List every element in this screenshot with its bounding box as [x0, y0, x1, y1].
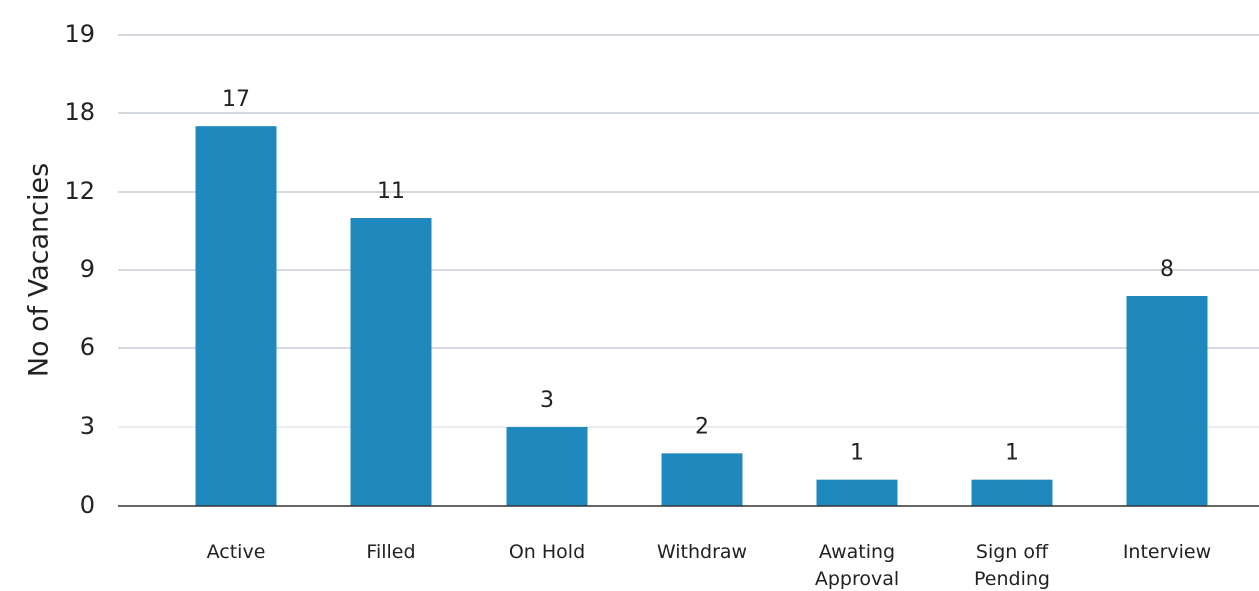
y-tick-label: 0 [80, 491, 95, 519]
x-category-label: Awating Approval [815, 541, 899, 590]
data-label: 17 [222, 87, 250, 112]
x-category-label: Sign off Pending [974, 541, 1050, 590]
x-category-label: Active [207, 541, 266, 563]
data-label: 3 [540, 388, 554, 413]
bar-filled [350, 218, 432, 506]
x-axis-categories: Active Filled On Hold Withdraw Awating Approv… [207, 541, 1212, 590]
x-category-label: Interview [1123, 541, 1211, 563]
x-category-label: Filled [366, 541, 415, 563]
data-label: 11 [377, 179, 405, 204]
bar-sign-off-pending [971, 479, 1053, 506]
y-tick-label: 6 [80, 333, 95, 361]
data-label: 8 [1160, 257, 1174, 282]
bar-withdraw [661, 453, 743, 506]
y-tick-label: 19 [64, 20, 95, 48]
y-axis-title: No of Vacancies [24, 163, 55, 377]
bar-on-hold [506, 427, 588, 506]
x-category-label: Withdraw [657, 541, 747, 563]
data-label: 1 [1005, 441, 1019, 466]
data-label: 1 [850, 441, 864, 466]
y-axis-ticks: 0 3 6 9 12 18 19 [64, 20, 95, 519]
y-tick-label: 12 [64, 177, 95, 205]
gridlines [118, 34, 1259, 428]
bar-active [195, 126, 277, 507]
bar-interview [1126, 296, 1208, 506]
data-label: 2 [695, 414, 709, 439]
y-tick-label: 3 [80, 412, 95, 440]
y-tick-label: 18 [64, 98, 95, 126]
x-category-label: On Hold [509, 541, 585, 563]
y-tick-label: 9 [80, 255, 95, 283]
bars [195, 126, 1208, 507]
bar-awating-approval [816, 479, 898, 506]
